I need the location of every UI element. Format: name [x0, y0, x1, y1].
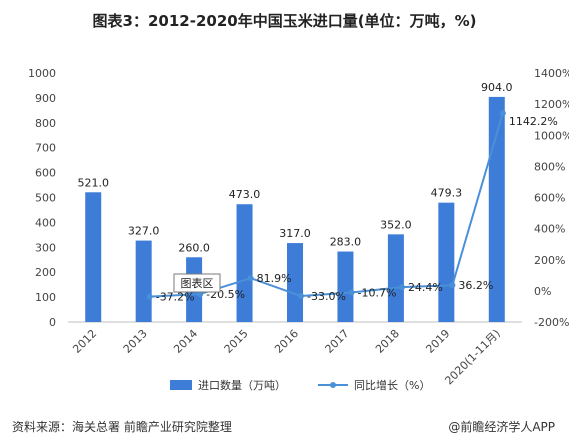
y-left-tick-label: 500	[35, 192, 56, 205]
y-right-tick-label: 1200%	[534, 98, 569, 111]
x-tick-label: 2014	[171, 327, 200, 356]
bar-data-label: 473.0	[229, 188, 261, 201]
y-right-tick-label: 1000%	[534, 129, 569, 142]
bar-import-volume	[387, 234, 404, 322]
x-tick-label: 2017	[323, 327, 352, 356]
bar-data-label: 317.0	[279, 227, 311, 240]
bar-import-volume	[85, 192, 102, 322]
growth-data-label: 24.4%	[408, 281, 443, 294]
growth-rate-point	[348, 289, 355, 296]
bar-data-label: 327.0	[128, 225, 160, 238]
y-left-tick-label: 800	[35, 117, 56, 130]
source-note: 资料来源：海关总署 前瞻产业研究院整理	[12, 420, 232, 434]
bar-import-volume	[438, 202, 455, 322]
growth-data-label: 1142.2%	[509, 115, 558, 128]
growth-rate-point	[146, 293, 153, 300]
bar-import-volume	[236, 204, 253, 322]
growth-rate-point	[499, 110, 506, 117]
y-right-tick-label: 400%	[534, 223, 565, 236]
growth-rate-point	[247, 275, 254, 282]
bar-data-label: 352.0	[380, 218, 412, 231]
bar-import-volume	[488, 96, 505, 323]
y-right-tick-label: 1400%	[534, 67, 569, 80]
bar-import-volume	[135, 240, 152, 322]
legend-bar-label: 进口数量（万吨）	[198, 379, 286, 392]
brand-note: @前瞻经济学人APP	[448, 420, 555, 434]
x-tick-label: 2012	[70, 327, 99, 356]
bar-data-label: 521.0	[77, 176, 109, 189]
chart-area-tooltip	[173, 273, 221, 293]
x-tick-label: 2018	[373, 327, 402, 356]
y-left-tick-label: 200	[35, 266, 56, 279]
legend-bar-swatch	[170, 380, 192, 390]
growth-data-label: -10.7%	[357, 287, 396, 300]
x-tick-label: 2016	[272, 327, 301, 356]
growth-rate-point	[398, 284, 405, 291]
x-tick-label: 2013	[121, 327, 150, 356]
bar-import-volume	[287, 243, 303, 322]
growth-data-label: 81.9%	[257, 272, 292, 285]
y-left-tick-label: 0	[49, 316, 56, 329]
legend-line-label: 同比增长（%）	[354, 378, 430, 392]
bar-import-volume	[337, 251, 354, 322]
bar-data-label: 283.0	[330, 236, 362, 249]
y-left-tick-label: 100	[35, 291, 56, 304]
bar-data-label: 260.0	[178, 241, 210, 254]
y-right-tick-label: 0%	[534, 285, 551, 298]
y-left-tick-label: 900	[35, 92, 56, 105]
x-tick-label: 2019	[423, 327, 452, 356]
growth-rate-point	[298, 293, 305, 300]
y-right-tick-label: 800%	[534, 160, 565, 173]
x-tick-label: 2015	[222, 327, 251, 356]
y-right-tick-label: -200%	[534, 316, 569, 329]
growth-data-label: -37.2%	[156, 291, 195, 304]
y-left-tick-label: 1000	[28, 67, 56, 80]
y-left-tick-label: 300	[35, 241, 56, 254]
bar-data-label: 904.0	[481, 81, 513, 94]
y-right-tick-label: 200%	[534, 254, 565, 267]
y-left-tick-label: 700	[35, 142, 56, 155]
growth-data-label: 36.2%	[458, 279, 493, 292]
y-left-tick-label: 400	[35, 216, 56, 229]
chart-title: 图表3：2012-2020年中国玉米进口量(单位：万吨，%)	[92, 12, 477, 30]
growth-rate-point	[197, 291, 204, 298]
chart-area-tooltip-label: 图表区	[181, 276, 214, 290]
legend-line-marker	[330, 382, 336, 388]
bar-data-label: 479.3	[431, 187, 463, 200]
y-right-tick-label: 600%	[534, 192, 565, 205]
y-left-tick-label: 600	[35, 167, 56, 180]
growth-data-label: -33.0%	[307, 290, 346, 303]
growth-rate-point	[449, 282, 456, 289]
